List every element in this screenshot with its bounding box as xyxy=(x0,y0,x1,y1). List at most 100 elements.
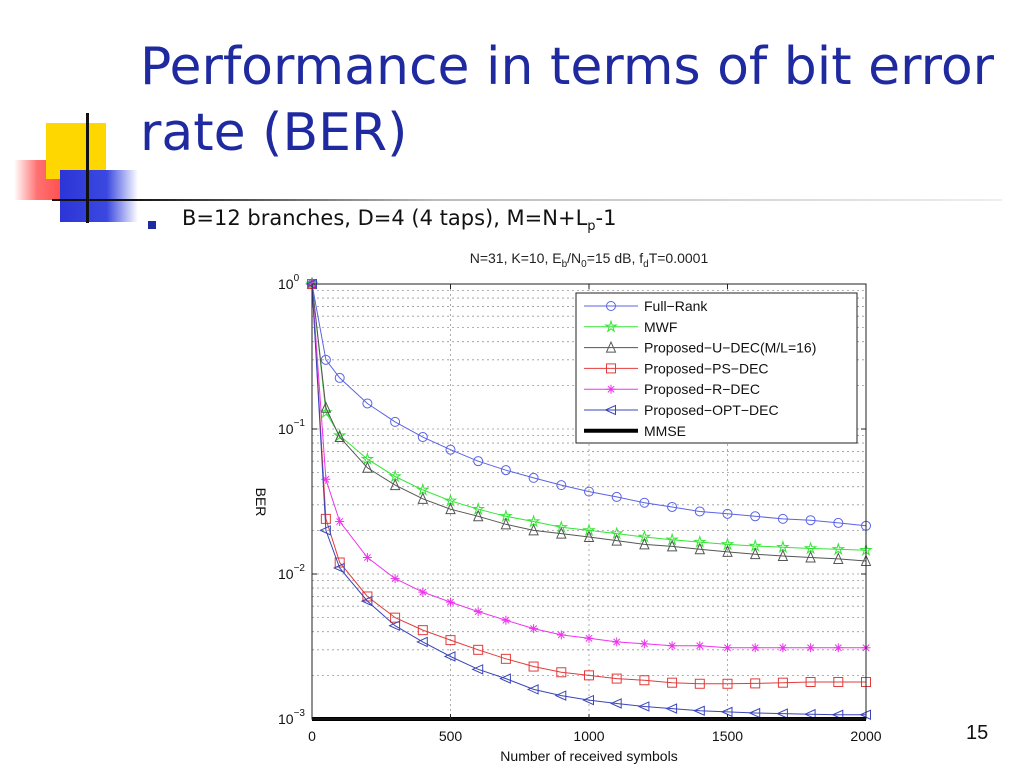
series-proposed-r-dec-point xyxy=(335,517,345,527)
series-proposed-r-dec-point xyxy=(362,552,372,562)
series-proposed-r-dec-point-stroke xyxy=(530,625,538,633)
y-tick-label: 100 xyxy=(278,273,300,292)
series-proposed-opt-dec-point xyxy=(831,709,844,721)
legend-marker xyxy=(606,301,616,311)
series-proposed-u-dec-m-l-16-point xyxy=(556,526,567,539)
series-proposed-ps-dec-line xyxy=(311,283,866,685)
series-full-rank-point xyxy=(722,508,733,519)
legend-label: Proposed−PS−DEC xyxy=(644,360,769,376)
series-mwf-point xyxy=(609,526,624,540)
series-proposed-r-dec-point-stroke xyxy=(585,634,593,642)
y-tick-label: 10−2 xyxy=(278,563,305,582)
series-full-rank-point xyxy=(334,372,345,383)
series-proposed-r-dec-point-stroke xyxy=(696,642,704,650)
series-full-rank-point xyxy=(777,513,788,524)
series-proposed-u-dec-m-l-16-point xyxy=(583,530,595,542)
series-proposed-opt-dec-point xyxy=(526,684,539,695)
legend-label: Proposed−R−DEC xyxy=(644,381,760,397)
series-full-rank-point xyxy=(611,491,622,502)
series-proposed-r-dec-point xyxy=(667,641,677,651)
series-proposed-r-dec-point-stroke xyxy=(419,588,427,596)
series-proposed-opt-dec-point xyxy=(748,707,761,719)
legend-label: Full−Rank xyxy=(644,298,708,314)
title-divider-line xyxy=(52,199,1002,201)
x-tick-label: 1500 xyxy=(712,728,743,744)
series-full-rank-point xyxy=(528,472,539,483)
series-proposed-r-dec-point xyxy=(695,641,705,651)
series-full-rank-point xyxy=(750,511,761,522)
y-axis-label: BER xyxy=(253,488,269,517)
series-full-rank-point xyxy=(833,517,844,528)
series-full-rank-point xyxy=(584,486,594,497)
series-proposed-r-dec-point-stroke xyxy=(391,575,399,583)
series-mwf-line xyxy=(311,283,867,551)
series-proposed-ps-dec-point xyxy=(722,678,733,689)
series-full-rank-line xyxy=(311,283,867,527)
bullet-text-subscript: p xyxy=(587,219,596,235)
series-proposed-r-dec-point-stroke xyxy=(640,640,648,648)
series-proposed-opt-dec-line xyxy=(311,283,866,716)
series-proposed-opt-dec-point xyxy=(360,595,373,607)
bullet-text-tail: -1 xyxy=(595,206,617,230)
series-proposed-r-dec-point xyxy=(556,630,566,640)
series-proposed-u-dec-m-l-16 xyxy=(306,277,872,566)
series-full-rank-point xyxy=(473,456,484,467)
decoration-yellow-square xyxy=(46,123,106,179)
series-proposed-u-dec-m-l-16-point xyxy=(722,545,733,557)
slide-title: Performance in terms of bit error rate (… xyxy=(140,37,995,163)
legend-marker xyxy=(604,404,616,416)
series-proposed-r-dec-point xyxy=(529,624,539,634)
series-proposed-u-dec-m-l-16-point xyxy=(749,547,761,560)
series-proposed-r-dec-point xyxy=(833,643,843,653)
series-proposed-ps-dec-point xyxy=(500,653,511,664)
series-proposed-opt-dec-point xyxy=(443,651,456,662)
series-proposed-r-dec-point-stroke xyxy=(363,553,371,561)
series-proposed-opt-dec-point xyxy=(554,690,567,701)
series-proposed-opt-dec-point xyxy=(471,664,484,675)
slide-number: 15 xyxy=(966,722,989,744)
series-full-rank-point xyxy=(805,515,816,526)
series-proposed-r-dec-point xyxy=(639,639,649,649)
legend-marker xyxy=(606,384,616,394)
series-proposed-r-dec-point xyxy=(723,643,732,653)
y-tick-label: 10−1 xyxy=(278,418,305,437)
series-proposed-r-dec-point-stroke xyxy=(779,644,787,652)
series-proposed-r-dec-point-stroke xyxy=(474,608,482,616)
x-tick-label: 500 xyxy=(439,728,463,744)
decoration-vertical-line xyxy=(86,113,89,223)
series-proposed-u-dec-m-l-16-point xyxy=(833,552,844,564)
series-proposed-r-dec-point-stroke xyxy=(613,638,621,646)
legend-label: MMSE xyxy=(644,423,686,439)
legend-label: MWF xyxy=(644,319,677,335)
series-proposed-u-dec-m-l-16-point xyxy=(445,502,456,515)
series-proposed-ps-dec-point xyxy=(417,625,428,636)
series-full-rank-point xyxy=(390,416,401,427)
series-proposed-r-dec-point xyxy=(390,574,400,584)
x-tick-label: 1000 xyxy=(573,728,604,744)
series-proposed-u-dec-m-l-16-point xyxy=(472,509,484,522)
series-proposed-r-dec-point-stroke xyxy=(446,598,455,606)
series-proposed-opt-dec xyxy=(305,278,871,721)
series-proposed-opt-dec-point xyxy=(332,562,345,574)
x-axis-label: Number of received symbols xyxy=(500,748,677,764)
series-full-rank-point xyxy=(667,501,678,512)
series-proposed-r-dec-point-stroke xyxy=(668,642,676,650)
series-proposed-ps-dec-point xyxy=(777,677,788,688)
series-proposed-r-dec-point xyxy=(473,607,483,617)
legend-label: Proposed−U−DEC(M/L=16) xyxy=(644,340,816,356)
series-proposed-r-dec-point-stroke xyxy=(322,475,330,483)
series-proposed-opt-dec-point xyxy=(776,708,788,719)
series-proposed-u-dec-m-l-16-point xyxy=(639,537,650,550)
series-proposed-ps-dec-point xyxy=(390,612,401,623)
axis-ticks: 0 500 1000 1500 2000 100 10−1 10−2 10−3 xyxy=(278,273,882,744)
bullet-text-main: B=12 branches, D=4 (4 taps), M=N+L xyxy=(182,206,588,230)
series-proposed-u-dec-m-l-16-point xyxy=(320,401,332,413)
series-proposed-opt-dec-point xyxy=(665,703,678,714)
series-mwf-point xyxy=(776,539,790,554)
decoration-blue-square xyxy=(60,170,138,222)
series-proposed-opt-dec-point xyxy=(609,698,622,709)
series-full-rank-point xyxy=(694,506,705,517)
series-proposed-ps-dec-point xyxy=(473,644,484,655)
series-proposed-ps-dec-point xyxy=(584,670,594,681)
series-mwf-point xyxy=(526,514,541,528)
